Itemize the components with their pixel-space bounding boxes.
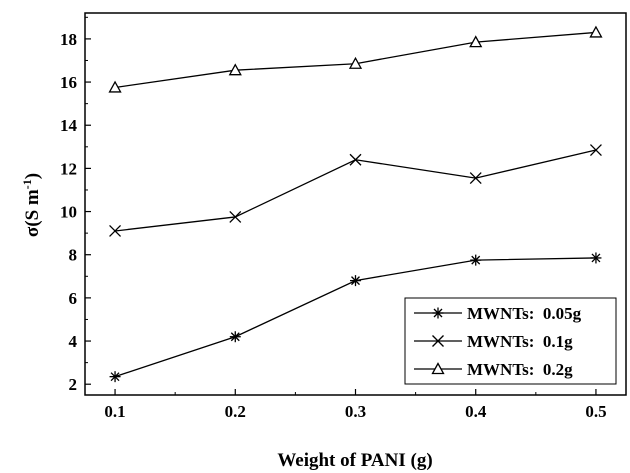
legend-label: MWNTs: 0.1g — [467, 332, 573, 351]
y-tick-label: 12 — [60, 159, 77, 178]
x-tick-label: 0.3 — [345, 402, 366, 421]
x-tick-label: 0.2 — [225, 402, 246, 421]
data-point-cross — [589, 144, 602, 157]
data-point-asterisk — [350, 275, 361, 287]
series-layer — [108, 25, 603, 383]
y-tick-label: 8 — [69, 246, 78, 265]
y-tick-label: 10 — [60, 203, 77, 222]
y-tick-label: 4 — [69, 332, 78, 351]
data-point-cross — [229, 210, 242, 223]
data-point-asterisk — [590, 252, 602, 264]
data-point-triangle — [469, 35, 483, 48]
y-axis: 2 4 6 8 10 12 14 16 18 — [60, 16, 91, 394]
data-point-asterisk — [470, 254, 482, 266]
y-tick-label: 16 — [60, 73, 77, 92]
data-point-cross — [109, 225, 122, 237]
legend-marker-asterisk — [432, 307, 444, 319]
y-tick-label: 14 — [60, 116, 78, 135]
x-tick-label: 0.1 — [104, 402, 125, 421]
x-tick-label: 0.4 — [465, 402, 487, 421]
y-axis-title-main: σ(S m — [22, 189, 43, 237]
series-asterisk — [109, 252, 602, 383]
y-tick-label: 6 — [69, 289, 78, 308]
x-axis-title: Weight of PANI (g) — [277, 450, 432, 471]
y-tick-label: 2 — [69, 375, 78, 394]
legend-label: MWNTs: 0.2g — [467, 360, 573, 379]
data-point-asterisk — [229, 331, 241, 343]
legend-label: MWNTs: 0.05g — [467, 304, 582, 323]
data-point-asterisk — [109, 371, 121, 383]
data-point-triangle — [348, 56, 363, 69]
legend-marker-cross — [432, 335, 444, 347]
x-axis: 0.1 0.2 0.3 0.4 0.5 — [104, 389, 607, 421]
legend-entry: MWNTs: 0.1g — [414, 332, 573, 351]
y-axis-title-sup: -1 — [20, 179, 34, 189]
data-point-cross — [349, 153, 362, 166]
series-cross — [109, 144, 602, 237]
x-tick-label: 0.5 — [585, 402, 606, 421]
legend-entry: MWNTs: 0.05g — [414, 304, 582, 323]
series-line-cross — [114, 149, 597, 232]
y-tick-label: 18 — [60, 30, 77, 49]
y-axis-title-close: ) — [22, 173, 43, 179]
legend-entry: MWNTs: 0.2g — [414, 360, 573, 379]
data-point-triangle — [228, 63, 242, 76]
legend-marker-triangle — [431, 362, 445, 375]
data-point-triangle — [589, 25, 603, 38]
data-point-triangle — [108, 80, 122, 93]
legend: MWNTs: 0.05g MWNTs: 0.1g MWNTs: 0.2g — [404, 297, 617, 385]
data-point-cross — [469, 172, 482, 185]
series-triangle — [108, 25, 603, 93]
y-axis-title: σ(S m-1) — [20, 173, 43, 237]
